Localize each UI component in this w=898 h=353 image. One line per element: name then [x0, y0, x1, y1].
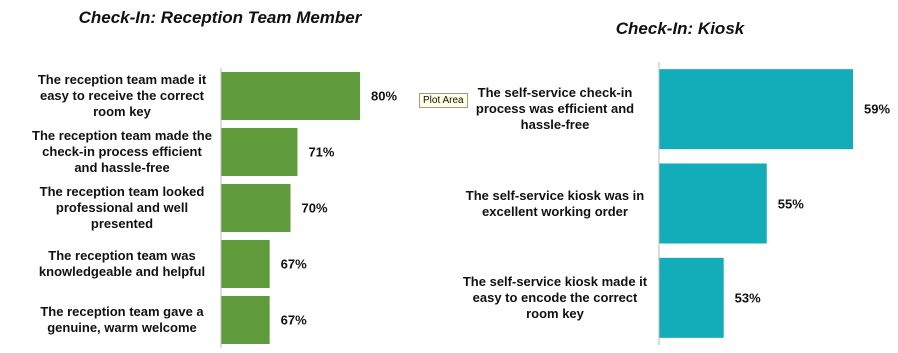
chart-title: Check-In: Reception Team Member	[78, 8, 362, 27]
value-label: 70%	[301, 200, 328, 216]
category-label: The reception team made it easy to recei…	[37, 72, 207, 119]
category-label: The self-service kiosk made it easy to e…	[462, 273, 648, 321]
value-label: 80%	[371, 88, 398, 104]
value-label: 67%	[280, 312, 307, 328]
category-label: The self-service kiosk was in excellent …	[465, 187, 645, 219]
category-label: The reception team made the check-in pro…	[32, 128, 212, 175]
bar	[221, 72, 360, 120]
category-label: The reception team was knowledgeable and…	[38, 248, 206, 279]
category-label: The reception team gave a genuine, warm …	[40, 304, 204, 335]
chart-title: Check-In: Kiosk	[615, 19, 745, 38]
bar	[659, 257, 724, 338]
category-label: The reception team looked professional a…	[39, 184, 205, 231]
bar	[221, 240, 270, 288]
value-label: 67%	[280, 256, 307, 272]
value-label: 71%	[308, 144, 335, 160]
value-label: 55%	[777, 196, 804, 211]
category-label: The self-service check-in process was ef…	[475, 85, 635, 133]
bar	[659, 69, 853, 150]
bar	[659, 163, 767, 244]
bar	[221, 296, 270, 344]
tooltip: Plot Area	[419, 93, 468, 108]
bar	[221, 184, 291, 232]
bar	[221, 128, 298, 176]
value-label: 53%	[734, 290, 761, 306]
value-label: 59%	[864, 101, 891, 117]
